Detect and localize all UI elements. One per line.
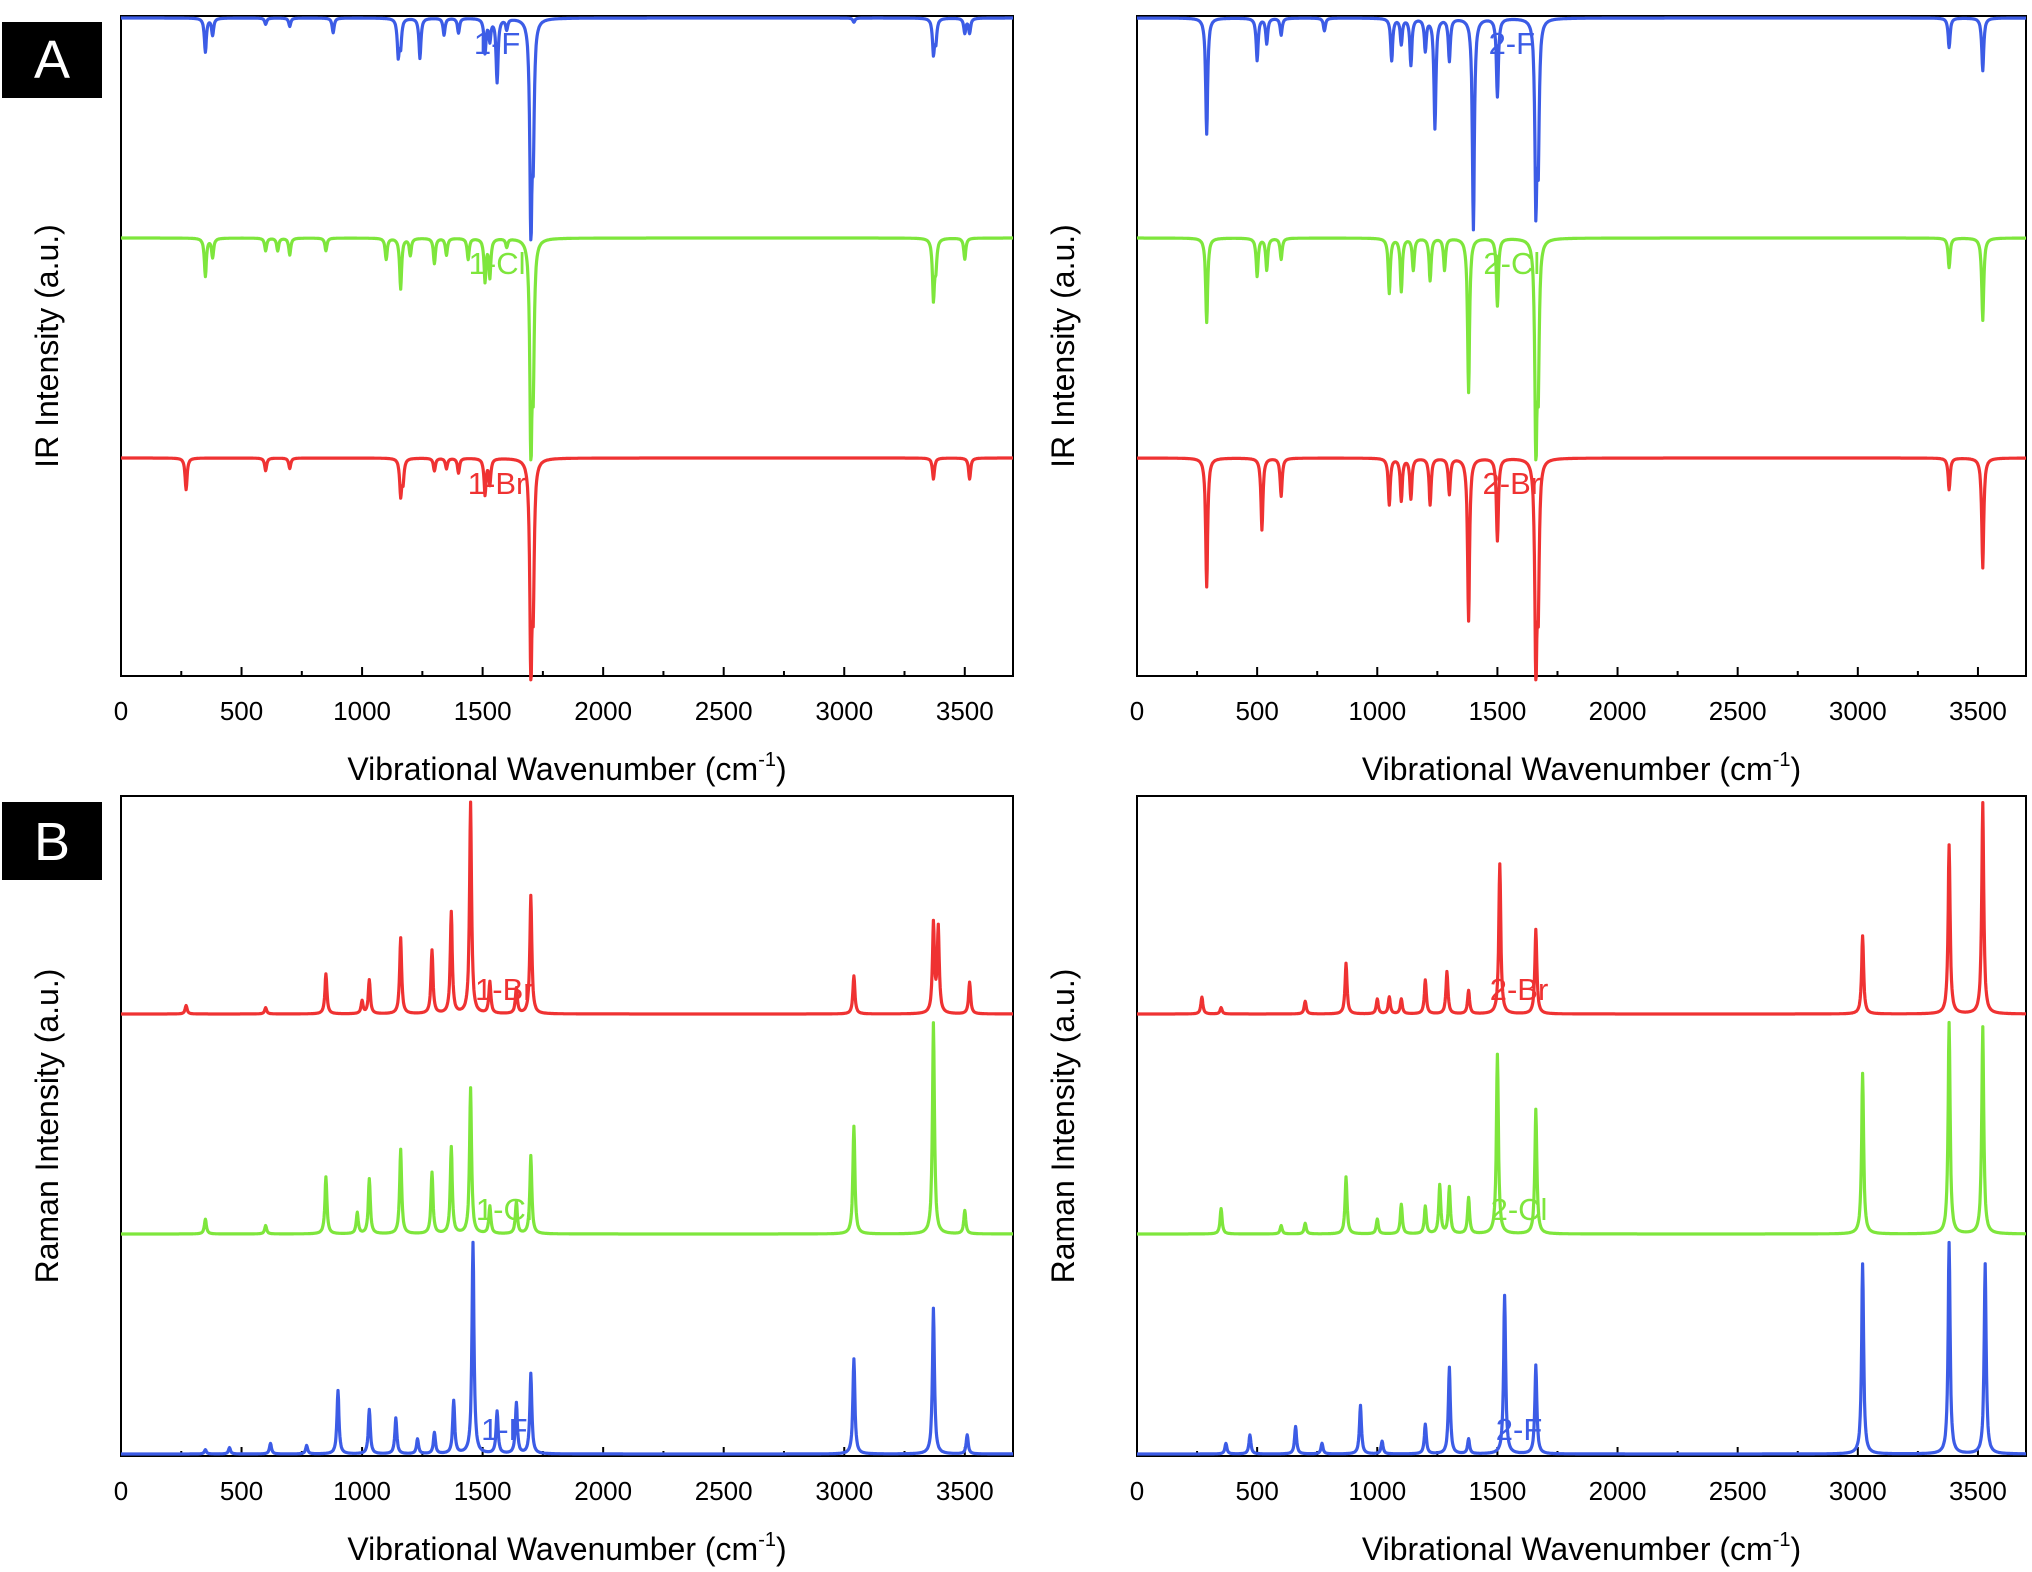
panel-label-a-box: [2, 22, 102, 98]
x-tick-label: 1000: [1348, 696, 1406, 726]
x-tick-label: 3500: [1949, 696, 2007, 726]
x-tick-label: 2000: [1589, 696, 1647, 726]
x-tick-label: 500: [220, 696, 263, 726]
chart-ir-left: 0 500 1000 1500 2000 2500 3000 3500 Vibrational …: [29, 15, 1015, 787]
x-tick-label: 3000: [815, 1476, 873, 1506]
x-tick-label: 2500: [1709, 696, 1767, 726]
series-1-f-trace: [119, 16, 1015, 242]
x-tick-label: 1500: [454, 1476, 512, 1506]
series-label-2-cl: 2-Cl: [1483, 246, 1540, 281]
series-2-cl-trace: [1135, 1020, 2028, 1236]
y-axis-title: Raman Intensity (a.u.): [1045, 969, 1081, 1284]
x-axis-title: Vibrational Wavenumber (cm-1): [347, 1529, 786, 1567]
series-2-br-trace: [1135, 800, 2028, 1016]
plot-frame: [1136, 795, 2027, 1457]
x-axis-title-superscript: -1: [1773, 749, 1791, 771]
x-tick-label: 500: [220, 1476, 263, 1506]
series-2-cl-trace: [1135, 236, 2028, 462]
x-axis-title-superscript: -1: [1773, 1529, 1791, 1551]
x-axis-title-end: ): [776, 751, 787, 787]
x-axis-title-main: Vibrational Wavenumber (cm: [347, 1531, 758, 1567]
series-1-br-trace: [119, 456, 1015, 682]
x-tick-label: 1500: [454, 696, 512, 726]
x-tick-label: 1000: [333, 696, 391, 726]
x-axis-title-main: Vibrational Wavenumber (cm: [1362, 1531, 1773, 1567]
x-tick-label: 3500: [936, 1476, 994, 1506]
x-tick-label: 0: [114, 1476, 128, 1506]
x-tick-label: 2000: [574, 696, 632, 726]
series-label-2-br: 2-Br: [1490, 972, 1549, 1007]
plot-frame: [120, 15, 1014, 677]
x-tick-label: 500: [1235, 696, 1278, 726]
series-label-1-br: 1-Br: [475, 972, 534, 1007]
series-label-2-f: 2-F: [1489, 26, 1536, 61]
panel-label-a: A: [2, 22, 102, 98]
x-axis-title-end: ): [1790, 1531, 1801, 1567]
x-tick-label: 0: [114, 696, 128, 726]
x-tick-label: 3000: [1829, 1476, 1887, 1506]
x-tick-label: 3500: [1949, 1476, 2007, 1506]
series-2-f-trace: [1135, 16, 2028, 232]
series-label-2-cl: 2-Cl: [1491, 1192, 1548, 1227]
y-axis-title: IR Intensity (a.u.): [1045, 224, 1081, 468]
series-label-1-cl: 1-Cl: [476, 1192, 533, 1227]
x-tick-label: 2000: [1589, 1476, 1647, 1506]
panel-label-a-text: A: [34, 30, 70, 90]
x-axis-title-end: ): [1790, 751, 1801, 787]
x-axis-title-end: ): [776, 1531, 787, 1567]
series-label-2-f: 2-F: [1496, 1412, 1543, 1447]
x-axis-title-main: Vibrational Wavenumber (cm: [347, 751, 758, 787]
series-2-br-trace: [1135, 456, 2028, 682]
series-label-1-cl: 1-Cl: [469, 246, 526, 281]
plot-frame: [120, 795, 1014, 1457]
x-axis-title-superscript: -1: [758, 749, 776, 771]
x-tick-label: 0: [1130, 1476, 1144, 1506]
x-axis-title: Vibrational Wavenumber (cm-1): [347, 749, 786, 787]
x-tick-label: 1500: [1468, 696, 1526, 726]
x-tick-label: 0: [1130, 696, 1144, 726]
chart-raman-right: 0 500 1000 1500 2000 2500 3000 3500 Vibrational …: [1045, 795, 2028, 1567]
panel-label-b: B: [2, 802, 102, 880]
x-tick-label: 1500: [1468, 1476, 1526, 1506]
x-tick-label: 3500: [936, 696, 994, 726]
series-label-2-br: 2-Br: [1483, 466, 1542, 501]
panel-label-b-text: B: [34, 812, 70, 872]
y-axis-title: IR Intensity (a.u.): [29, 224, 65, 468]
x-tick-label: 2000: [574, 1476, 632, 1506]
series-label-1-f: 1-F: [474, 26, 521, 61]
x-tick-label: 2500: [1709, 1476, 1767, 1506]
y-axis-title: Raman Intensity (a.u.): [29, 969, 65, 1284]
x-tick-label: 2500: [695, 696, 753, 726]
plot-frame: [1136, 15, 2027, 677]
panel-label-b-box: [2, 802, 102, 880]
x-axis-title-superscript: -1: [758, 1529, 776, 1551]
x-tick-label: 2500: [695, 1476, 753, 1506]
x-axis-title: Vibrational Wavenumber (cm-1): [1362, 1529, 1801, 1567]
series-1-f-trace: [119, 1240, 1015, 1456]
chart-raman-left: 0 500 1000 1500 2000 2500 3000 3500 Vibrational …: [29, 795, 1015, 1567]
x-tick-label: 500: [1235, 1476, 1278, 1506]
chart-ir-right: 0 500 1000 1500 2000 2500 3000 3500 Vibrational …: [1045, 15, 2028, 787]
series-1-br-trace: [119, 800, 1015, 1016]
series-1-cl-trace: [119, 1021, 1015, 1236]
x-axis-title-main: Vibrational Wavenumber (cm: [1362, 751, 1773, 787]
x-tick-label: 1000: [1348, 1476, 1406, 1506]
x-tick-label: 3000: [1829, 696, 1887, 726]
series-label-1-br: 1-Br: [468, 466, 527, 501]
series-label-1-f: 1-F: [481, 1412, 528, 1447]
x-axis-title: Vibrational Wavenumber (cm-1): [1362, 749, 1801, 787]
series-1-cl-trace: [119, 236, 1015, 462]
x-tick-label: 3000: [815, 696, 873, 726]
series-2-f-trace: [1135, 1240, 2028, 1456]
x-tick-label: 1000: [333, 1476, 391, 1506]
